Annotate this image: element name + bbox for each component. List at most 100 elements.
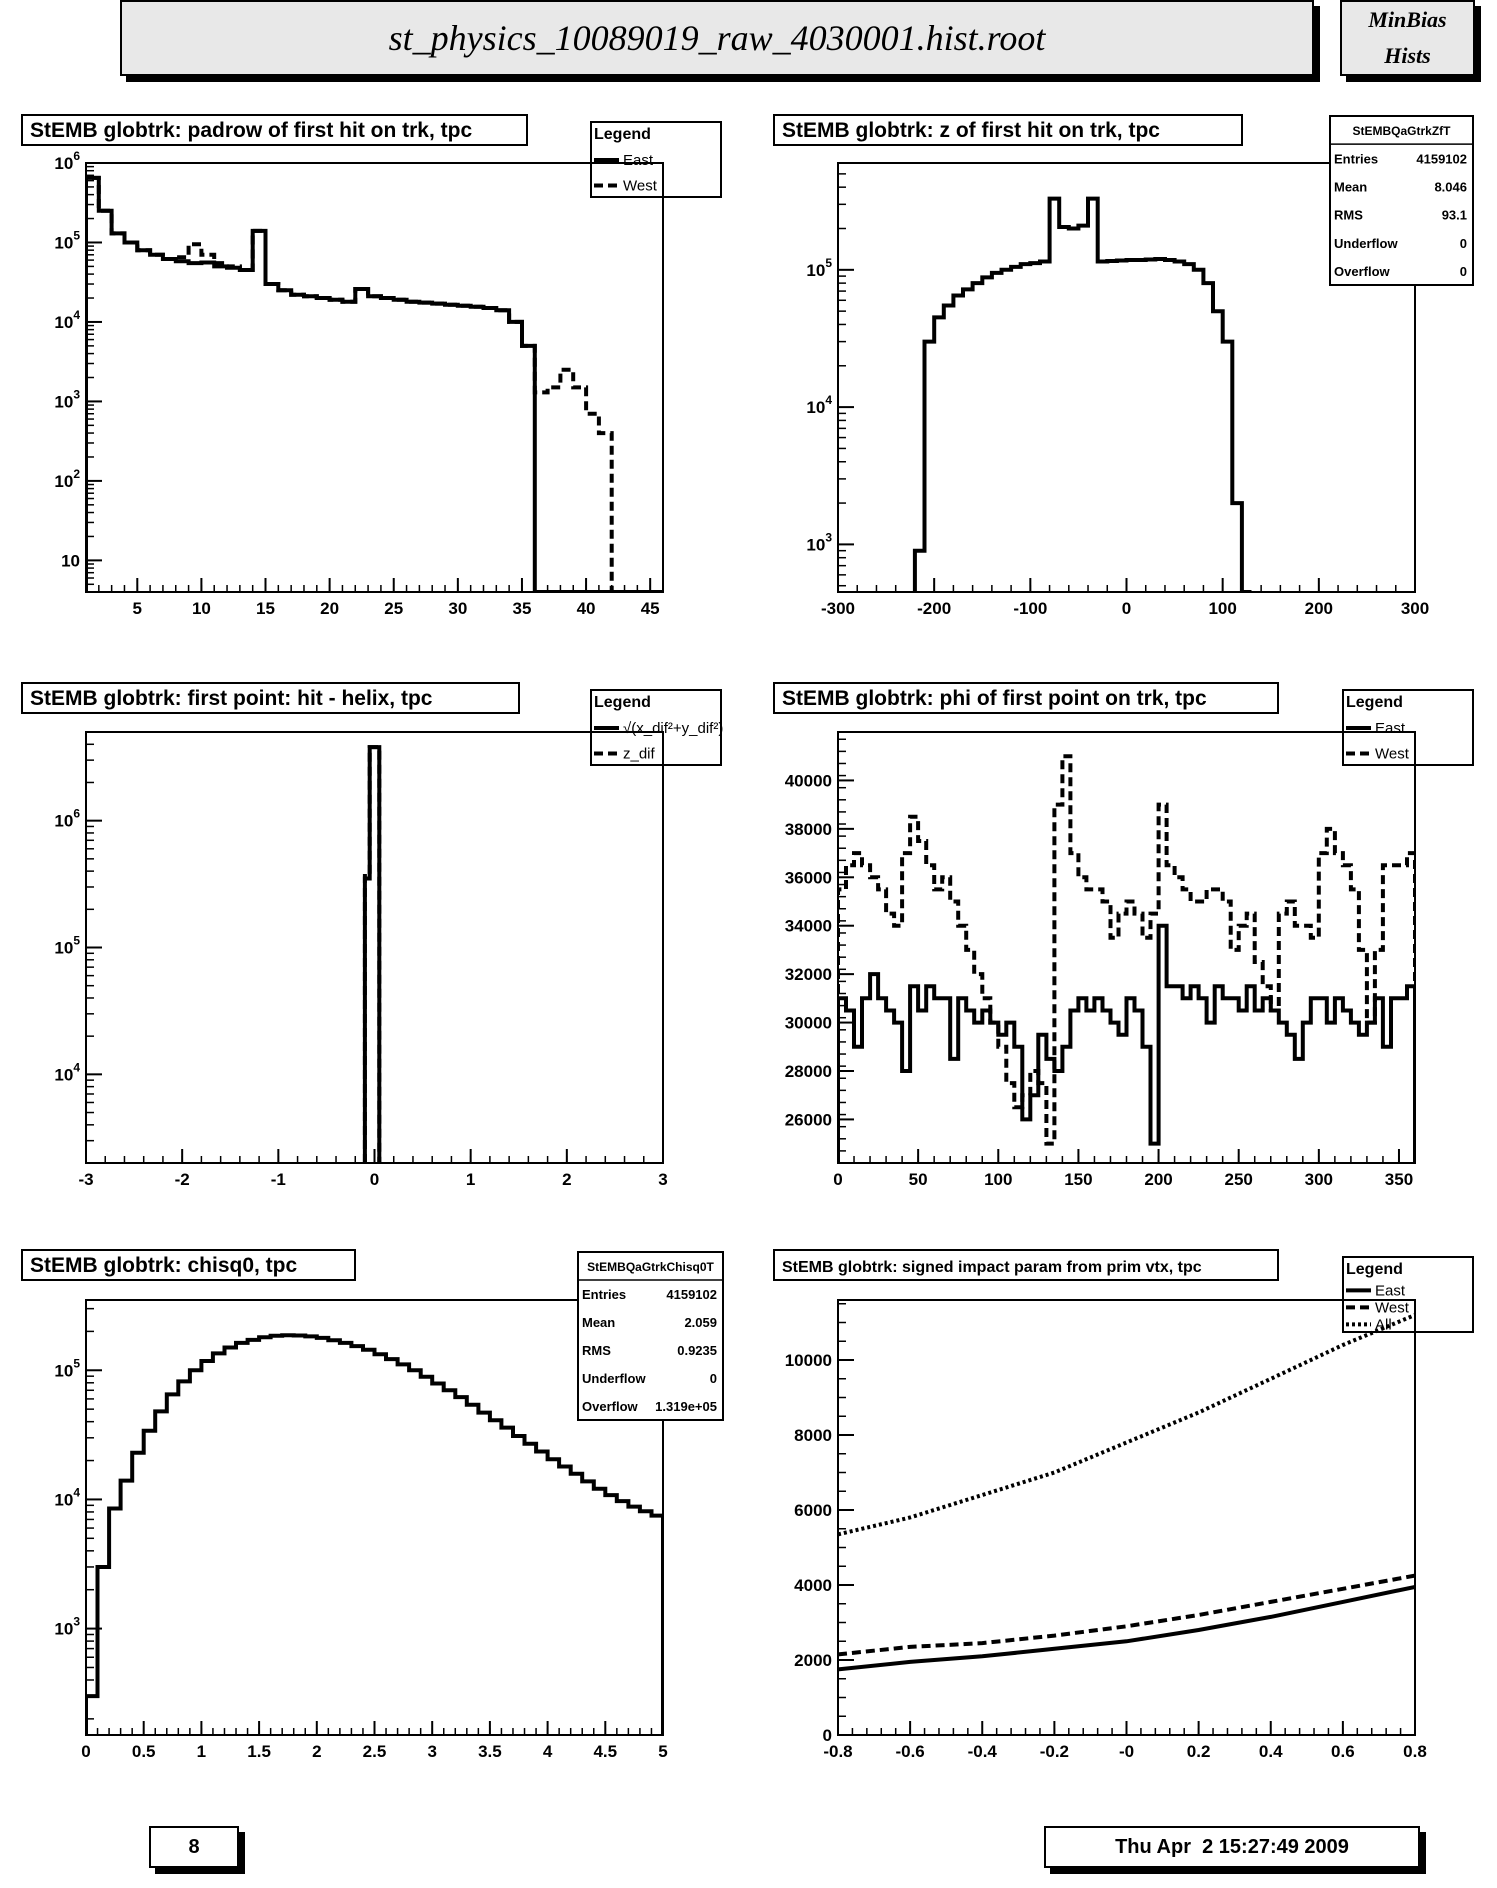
chart-title-box: [773, 1249, 1279, 1281]
y-tick-label: 26000: [785, 1110, 832, 1129]
x-tick-label: 0: [833, 1170, 842, 1189]
x-tick-label: 1: [466, 1170, 475, 1189]
x-tick-label: 1: [197, 1742, 206, 1761]
y-tick-label: 38000: [785, 820, 832, 839]
x-tick-label: 0: [370, 1170, 379, 1189]
stats-value: 2.059: [684, 1315, 717, 1330]
y-tick-label: 103: [54, 387, 80, 411]
series-line-all: [838, 1313, 1415, 1537]
legend-entry: East: [623, 152, 654, 169]
stats-value: 4159102: [1416, 151, 1467, 166]
chart-title: StEMB globtrk: padrow of first hit on tr…: [30, 119, 472, 142]
plot-frame: [85, 1299, 664, 1736]
x-tick-label: 3.5: [478, 1742, 502, 1761]
y-tick-label: 105: [54, 1356, 80, 1380]
x-tick-label: 200: [1144, 1170, 1172, 1189]
stats-label: Overflow: [582, 1399, 639, 1414]
plot-frame: [85, 162, 664, 593]
x-tick-label: 3: [658, 1170, 667, 1189]
x-tick-label: -0.8: [823, 1742, 852, 1761]
stats-value: 0: [1460, 264, 1467, 279]
chart-panel-1: 5 10 15 20 25 30 35 40 45 10 102 103 104 105 106 StEMB …: [21, 114, 722, 618]
x-tick-label: 100: [1208, 599, 1236, 618]
x-tick-label: -0.2: [1040, 1742, 1069, 1761]
series-line-east: [838, 923, 1415, 1163]
y-tick-label: 32000: [785, 965, 832, 984]
stats-value: 0: [710, 1371, 717, 1386]
legend: Legend East West: [1342, 689, 1474, 766]
x-tick-label: 0.4: [1259, 1742, 1283, 1761]
series-line-west: [86, 175, 663, 592]
x-tick-label: 0.2: [1187, 1742, 1211, 1761]
plot-frame: [837, 1299, 1416, 1736]
y-tick-label: 8000: [794, 1426, 832, 1445]
stats-title: StEMBQaGtrkZfT: [1352, 124, 1451, 138]
legend-box: [1342, 689, 1474, 766]
stats-value: 8.046: [1434, 179, 1467, 194]
chart-panel-2: -300 -200 -100 0 100 200 300 103 104 105 StEMB glo…: [773, 114, 1474, 618]
stats-label: Mean: [1334, 179, 1367, 194]
stats-box: StEMBQaGtrkChisq0T Entries 4159102 Mean 2.05…: [577, 1251, 724, 1421]
chart-panel-5: 0 0.5 1 1.5 2 2.5 3 3.5 4 4.5 5 103 104 105 StEMB glob…: [21, 1249, 724, 1761]
x-tick-label: -0: [1119, 1742, 1134, 1761]
x-tick-label: 45: [641, 599, 660, 618]
chart-title: StEMB globtrk: signed impact param from …: [782, 1259, 1202, 1276]
chart-title-box: [21, 1249, 356, 1281]
chart-title-box: [21, 114, 528, 146]
plot-frame: [837, 731, 1416, 1164]
x-tick-label: 4.5: [593, 1742, 617, 1761]
y-tick-label: 40000: [785, 771, 832, 790]
chart-panel-6: -0.8 -0.6 -0.4 -0.2 -0 0.2 0.4 0.6 0.8 0 2000 4000 6…: [773, 1249, 1474, 1761]
y-tick-label: 36000: [785, 868, 832, 887]
stats-value: 1.319e+05: [655, 1399, 717, 1414]
x-tick-label: 0: [1122, 599, 1131, 618]
x-tick-label: 25: [384, 599, 403, 618]
stats-frame: [1329, 115, 1474, 286]
minbias-box: MinBias Hists: [1340, 0, 1475, 76]
legend-box: [590, 689, 722, 766]
y-tick-label: 104: [806, 393, 832, 417]
stats-value: 0: [1460, 236, 1467, 251]
y-tick-label: 106: [54, 807, 80, 831]
x-tick-label: 5: [133, 599, 142, 618]
legend-title: Legend: [594, 126, 651, 143]
y-tick-label: 10000: [785, 1351, 832, 1370]
legend-box: [590, 121, 722, 198]
x-tick-label: 3: [427, 1742, 436, 1761]
x-tick-label: 0.5: [132, 1742, 156, 1761]
y-tick-label: 103: [54, 1615, 80, 1639]
page-number-box: 8: [149, 1826, 239, 1868]
stats-label: Entries: [582, 1287, 626, 1302]
x-tick-label: 4: [543, 1742, 553, 1761]
stats-label: Entries: [1334, 151, 1378, 166]
x-tick-label: -200: [917, 599, 951, 618]
legend: Legend √(x_dif²+y_dif²) z_dif: [590, 689, 723, 766]
x-tick-label: 250: [1225, 1170, 1253, 1189]
hists-label: Hists: [1384, 43, 1431, 68]
legend-entry: z_dif: [623, 746, 656, 763]
x-tick-label: 50: [909, 1170, 928, 1189]
y-tick-label: 10: [61, 551, 80, 570]
legend-entry: √(x_dif²+y_dif²): [623, 720, 723, 737]
series-line-z-dif: [362, 745, 382, 1163]
chart-title-box: [773, 682, 1279, 714]
x-tick-label: 350: [1385, 1170, 1413, 1189]
timestamp-box: Thu Apr 2 15:27:49 2009: [1044, 1826, 1420, 1868]
legend-entry: All: [1375, 1316, 1392, 1333]
y-tick-label: 2000: [794, 1651, 832, 1670]
x-tick-label: 35: [512, 599, 531, 618]
legend-entry: West: [623, 178, 658, 195]
legend-title: Legend: [1346, 1261, 1403, 1278]
x-tick-label: 10: [192, 599, 211, 618]
stats-label: RMS: [1334, 208, 1363, 223]
x-tick-label: -1: [271, 1170, 286, 1189]
x-tick-label: -300: [821, 599, 855, 618]
file-title-box: st_physics_10089019_raw_4030001.hist.roo…: [120, 0, 1314, 76]
chart-title: StEMB globtrk: first point: hit - helix,…: [30, 687, 433, 710]
timestamp: Thu Apr 2 15:27:49 2009: [1115, 1835, 1349, 1858]
x-tick-label: -2: [175, 1170, 190, 1189]
chart-panel-3: -3 -2 -1 0 1 2 3 104 105 106 StEMB globtrk: first …: [21, 682, 723, 1189]
x-tick-label: 300: [1305, 1170, 1333, 1189]
y-tick-label: 105: [54, 228, 80, 252]
legend-entry: West: [1375, 746, 1410, 763]
